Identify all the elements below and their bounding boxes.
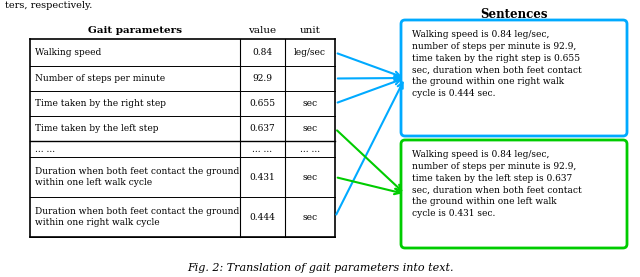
Text: ... ...: ... ... bbox=[35, 145, 55, 153]
Text: unit: unit bbox=[300, 26, 321, 35]
Text: ... ...: ... ... bbox=[252, 145, 273, 153]
Text: 92.9: 92.9 bbox=[253, 74, 273, 83]
Text: 0.84: 0.84 bbox=[252, 48, 273, 57]
FancyBboxPatch shape bbox=[401, 20, 627, 136]
Text: Walking speed is 0.84 leg/sec,
number of steps per minute is 92.9,
time taken by: Walking speed is 0.84 leg/sec, number of… bbox=[412, 30, 582, 98]
Text: 0.431: 0.431 bbox=[250, 173, 275, 181]
Text: 0.444: 0.444 bbox=[250, 212, 275, 222]
Text: 0.637: 0.637 bbox=[250, 124, 275, 133]
Text: Fig. 2: Translation of gait parameters into text.: Fig. 2: Translation of gait parameters i… bbox=[187, 263, 453, 273]
Text: Duration when both feet contact the ground
within one left walk cycle: Duration when both feet contact the grou… bbox=[35, 167, 239, 187]
Text: sec: sec bbox=[303, 99, 317, 108]
Text: 0.655: 0.655 bbox=[250, 99, 276, 108]
Text: Walking speed: Walking speed bbox=[35, 48, 101, 57]
Text: Duration when both feet contact the ground
within one right walk cycle: Duration when both feet contact the grou… bbox=[35, 207, 239, 227]
Text: Walking speed is 0.84 leg/sec,
number of steps per minute is 92.9,
time taken by: Walking speed is 0.84 leg/sec, number of… bbox=[412, 150, 582, 218]
Text: Number of steps per minute: Number of steps per minute bbox=[35, 74, 165, 83]
Text: Time taken by the right step: Time taken by the right step bbox=[35, 99, 166, 108]
Text: sec: sec bbox=[303, 212, 317, 222]
Text: ... ...: ... ... bbox=[300, 145, 320, 153]
Text: Time taken by the left step: Time taken by the left step bbox=[35, 124, 159, 133]
Text: sec: sec bbox=[303, 173, 317, 181]
Text: Gait parameters: Gait parameters bbox=[88, 26, 182, 35]
Text: ters, respectively.: ters, respectively. bbox=[5, 1, 92, 11]
Text: sec: sec bbox=[303, 124, 317, 133]
FancyBboxPatch shape bbox=[401, 140, 627, 248]
Text: value: value bbox=[248, 26, 276, 35]
Text: Sentences: Sentences bbox=[480, 7, 548, 20]
Text: leg/sec: leg/sec bbox=[294, 48, 326, 57]
